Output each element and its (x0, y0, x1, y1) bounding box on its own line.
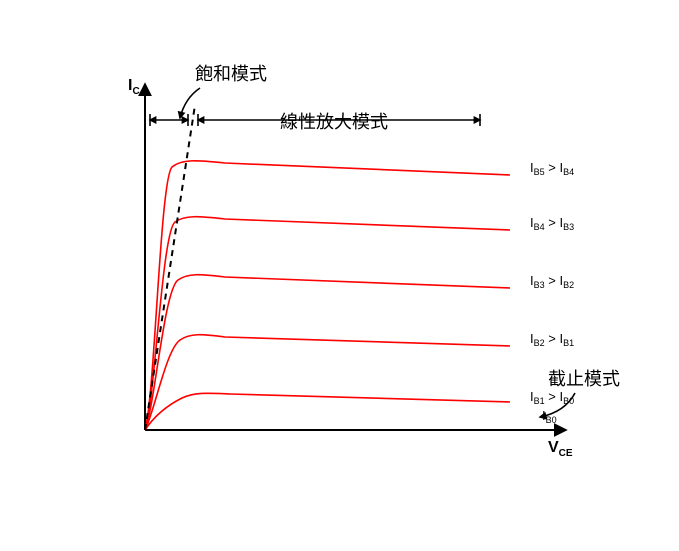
bjt-output-characteristics: IC VCE 飽和模式 | --> 線性放大模式 截止模式 IB5 > IB4 (0, 0, 679, 551)
x-axis-label-main: V (548, 439, 559, 456)
x-axis-label-sub: CE (559, 448, 573, 459)
plot-background (0, 0, 679, 551)
cutoff-label: 截止模式 (548, 369, 620, 389)
saturation-label: 飽和模式 (195, 64, 267, 84)
linear-label: 線性放大模式 (280, 112, 388, 132)
y-axis-label-sub: C (132, 86, 139, 97)
